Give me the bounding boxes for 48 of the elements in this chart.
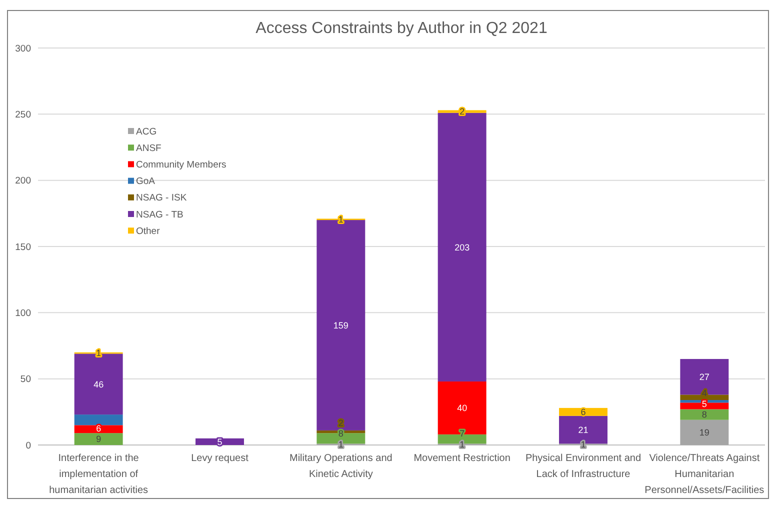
data-label: 9 xyxy=(96,434,102,444)
data-label: 1 xyxy=(580,439,586,450)
y-tick-label: 100 xyxy=(15,308,31,319)
legend-label: NSAG - TB xyxy=(136,209,184,220)
y-tick-label: 150 xyxy=(15,242,31,253)
data-label: 6 xyxy=(580,407,586,418)
x-tick-label: Levy request xyxy=(191,453,249,464)
bar xyxy=(680,358,729,395)
data-label: 5 xyxy=(217,436,222,447)
x-tick-label: Violence/Threats Against Humanitarian Personnel/Assets/Facilities xyxy=(644,453,764,496)
bar xyxy=(680,394,729,400)
bar xyxy=(438,112,486,382)
x-tick-label: Physical Environment and Lack of Infrastructure xyxy=(525,453,642,480)
legend-label: ANSF xyxy=(136,142,162,154)
data-label: 21 xyxy=(578,424,588,435)
data-label: 6 xyxy=(96,423,102,434)
data-label: 19 xyxy=(699,428,710,438)
bar xyxy=(680,402,729,410)
y-tick-label: 50 xyxy=(20,374,31,386)
bar xyxy=(438,381,486,434)
bar xyxy=(74,433,123,445)
data-label: 203 xyxy=(454,242,470,252)
data-label: 1 xyxy=(338,439,344,450)
legend-label: Community Members xyxy=(136,160,227,171)
bar xyxy=(438,110,486,113)
chart-title: Access Constraints by Author in Q2 2021 xyxy=(256,20,548,37)
data-label: 8 xyxy=(702,410,707,420)
x-tick-label: Movement Restriction xyxy=(414,453,510,464)
y-tick-label: 0 xyxy=(26,440,31,452)
data-label: 46 xyxy=(94,379,104,390)
x-tick-label: Military Operations and Kinetic Activity xyxy=(290,453,392,480)
legend-label: Other xyxy=(136,226,160,237)
data-label: 1 xyxy=(338,214,344,225)
legend-label: ACG xyxy=(136,126,157,138)
data-label: 40 xyxy=(457,403,468,414)
y-tick-label: 300 xyxy=(15,43,31,54)
legend-label: GoA xyxy=(136,176,156,188)
data-label: 159 xyxy=(333,320,348,330)
data-label: 1 xyxy=(460,439,465,450)
data-label: 2 xyxy=(338,418,344,428)
data-label: 27 xyxy=(699,372,710,382)
bar xyxy=(680,420,729,445)
y-tick-label: 200 xyxy=(15,176,31,187)
x-tick-label: Interference in the implementation of humanitarian activities xyxy=(49,453,148,496)
bar xyxy=(74,414,123,426)
y-tick-label: 250 xyxy=(15,109,31,120)
legend-label: NSAG - ISK xyxy=(136,192,188,204)
data-label: 1 xyxy=(96,348,102,358)
